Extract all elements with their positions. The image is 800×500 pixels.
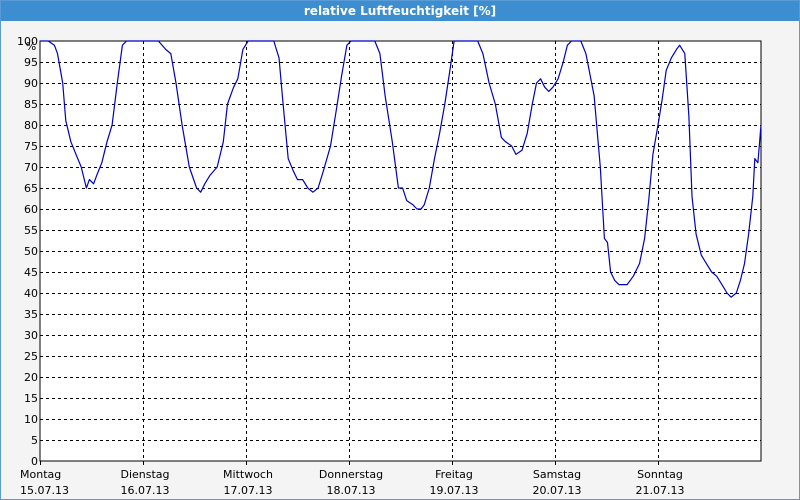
y-tick-label: 85	[24, 98, 38, 111]
series-layer	[40, 40, 762, 298]
y-tick-label: 90	[24, 77, 38, 90]
x-tick-date: 18.07.13	[327, 484, 376, 497]
x-tick-day: Donnerstag	[319, 468, 383, 481]
humidity-line	[40, 40, 762, 298]
y-tick-label: 60	[24, 203, 38, 216]
x-axis: Montag 15.07.13 Dienstag 16.07.13 Mittwoch 17…	[20, 461, 684, 497]
y-tick-label: 15	[24, 392, 38, 405]
y-tick-label: 30	[24, 329, 38, 342]
x-tick-date: 19.07.13	[430, 484, 479, 497]
y-tick-label: 70	[24, 161, 38, 174]
x-tick-day: Samstag	[533, 468, 581, 481]
y-tick-label: 80	[24, 119, 38, 132]
grid-lines	[40, 41, 761, 461]
y-tick-label: 45	[24, 266, 38, 279]
x-tick-day: Freitag	[435, 468, 473, 481]
x-tick-date: 20.07.13	[533, 484, 582, 497]
window-title: relative Luftfeuchtigkeit [%]	[1, 1, 799, 21]
y-axis-label: %	[26, 40, 36, 53]
y-axis: 0 5 10 15 20 25 30 35 40 45 50 55 60 65 70 75 80 85 90 95 10…	[17, 35, 38, 468]
x-tick-day: Mittwoch	[223, 468, 273, 481]
y-tick-label: 95	[24, 56, 38, 69]
x-tick-date: 15.07.13	[20, 484, 69, 497]
x-tick-date: 21.07.13	[636, 484, 685, 497]
y-tick-label: 25	[24, 350, 38, 363]
y-tick-label: 0	[31, 455, 38, 468]
y-tick-label: 100	[17, 35, 38, 48]
y-tick-label: 50	[24, 245, 38, 258]
y-tick-label: 40	[24, 287, 38, 300]
y-tick-label: 20	[24, 371, 38, 384]
y-tick-label: 65	[24, 182, 38, 195]
x-tick-date: 17.07.13	[224, 484, 273, 497]
y-tick-label: 75	[24, 140, 38, 153]
x-tick-day: Dienstag	[120, 468, 169, 481]
y-tick-label: 10	[24, 413, 38, 426]
y-tick-label: 55	[24, 224, 38, 237]
x-tick-date: 16.07.13	[121, 484, 170, 497]
x-tick-day: Sonntag	[637, 468, 683, 481]
y-tick-label: 5	[31, 434, 38, 447]
y-tick-label: 35	[24, 308, 38, 321]
x-tick-day: Montag	[20, 468, 61, 481]
